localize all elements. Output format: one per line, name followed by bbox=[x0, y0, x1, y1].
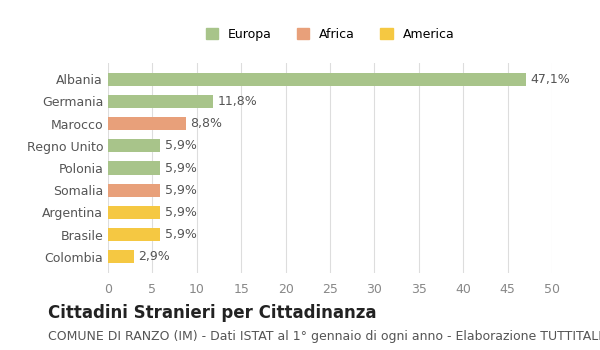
Bar bbox=[108, 250, 134, 264]
Text: COMUNE DI RANZO (IM) - Dati ISTAT al 1° gennaio di ogni anno - Elaborazione TUTT: COMUNE DI RANZO (IM) - Dati ISTAT al 1° … bbox=[48, 330, 600, 343]
Text: 5,9%: 5,9% bbox=[165, 206, 197, 219]
Text: 2,9%: 2,9% bbox=[138, 250, 170, 263]
Text: 47,1%: 47,1% bbox=[530, 73, 571, 86]
Bar bbox=[108, 206, 160, 219]
Legend: Europa, Africa, America: Europa, Africa, America bbox=[200, 23, 460, 46]
Bar bbox=[108, 139, 160, 153]
Bar bbox=[108, 72, 526, 86]
Bar bbox=[108, 117, 186, 130]
Text: 8,8%: 8,8% bbox=[191, 117, 223, 130]
Text: 5,9%: 5,9% bbox=[165, 139, 197, 152]
Bar bbox=[108, 95, 213, 108]
Text: 5,9%: 5,9% bbox=[165, 184, 197, 197]
Bar bbox=[108, 228, 160, 241]
Bar bbox=[108, 161, 160, 175]
Bar bbox=[108, 183, 160, 197]
Text: 11,8%: 11,8% bbox=[217, 95, 257, 108]
Text: 5,9%: 5,9% bbox=[165, 161, 197, 175]
Text: Cittadini Stranieri per Cittadinanza: Cittadini Stranieri per Cittadinanza bbox=[48, 304, 377, 322]
Text: 5,9%: 5,9% bbox=[165, 228, 197, 241]
